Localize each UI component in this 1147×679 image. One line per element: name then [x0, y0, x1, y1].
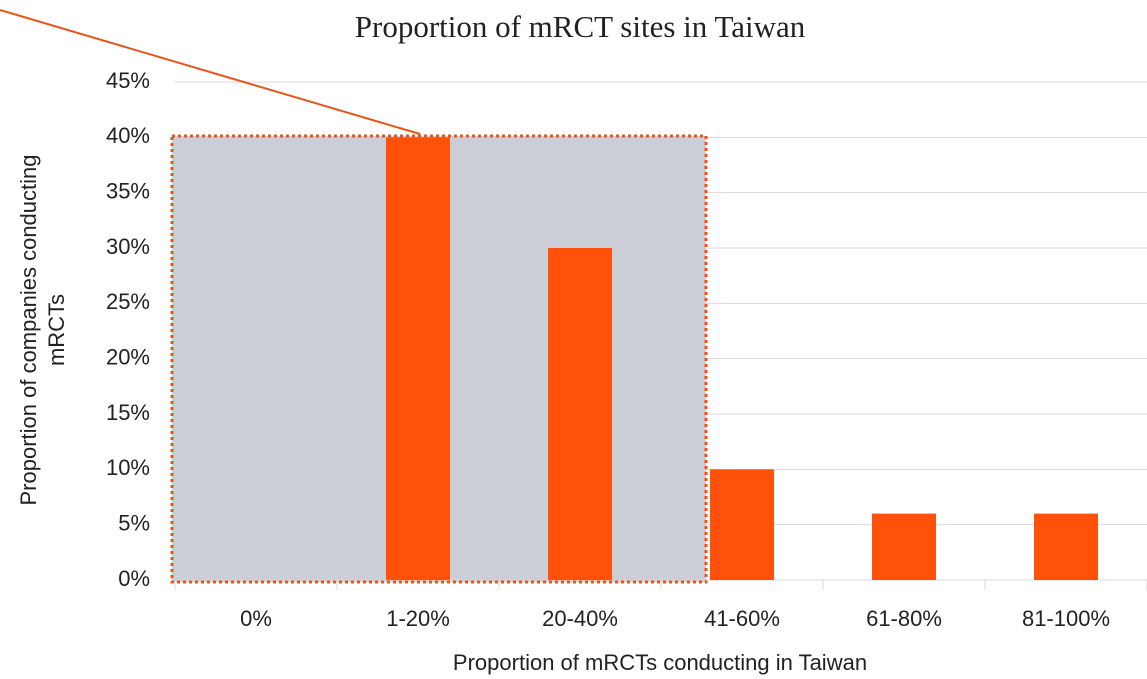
- bar: [1034, 513, 1098, 580]
- y-tick-label: 45%: [106, 68, 150, 93]
- x-tick-label: 41-60%: [704, 606, 780, 631]
- x-tick-label: 61-80%: [866, 606, 942, 631]
- y-tick-label: 40%: [106, 123, 150, 148]
- x-tick-label: 20-40%: [542, 606, 618, 631]
- y-tick-label: 30%: [106, 234, 150, 259]
- bar: [548, 248, 612, 580]
- x-tick-label: 1-20%: [386, 606, 450, 631]
- y-tick-label: 10%: [106, 455, 150, 480]
- x-axis-label: Proportion of mRCTs conducting in Taiwan: [453, 650, 867, 675]
- y-tick-label: 25%: [106, 289, 150, 314]
- y-tick-label: 35%: [106, 178, 150, 203]
- y-tick-label: 20%: [106, 344, 150, 369]
- y-axis-label: mRCTs: [44, 294, 69, 366]
- callout-line: [0, 9, 421, 135]
- bar: [872, 513, 936, 580]
- y-tick-label: 5%: [118, 510, 150, 535]
- bar: [386, 137, 450, 581]
- y-tick-label: 0%: [118, 566, 150, 591]
- x-tick-label: 81-100%: [1022, 606, 1110, 631]
- bar: [710, 469, 774, 580]
- y-tick-label: 15%: [106, 400, 150, 425]
- x-tick-label: 0%: [240, 606, 272, 631]
- chart-title: Proportion of mRCT sites in Taiwan: [355, 9, 806, 44]
- y-axis-label: Proportion of companies conducting: [16, 155, 41, 506]
